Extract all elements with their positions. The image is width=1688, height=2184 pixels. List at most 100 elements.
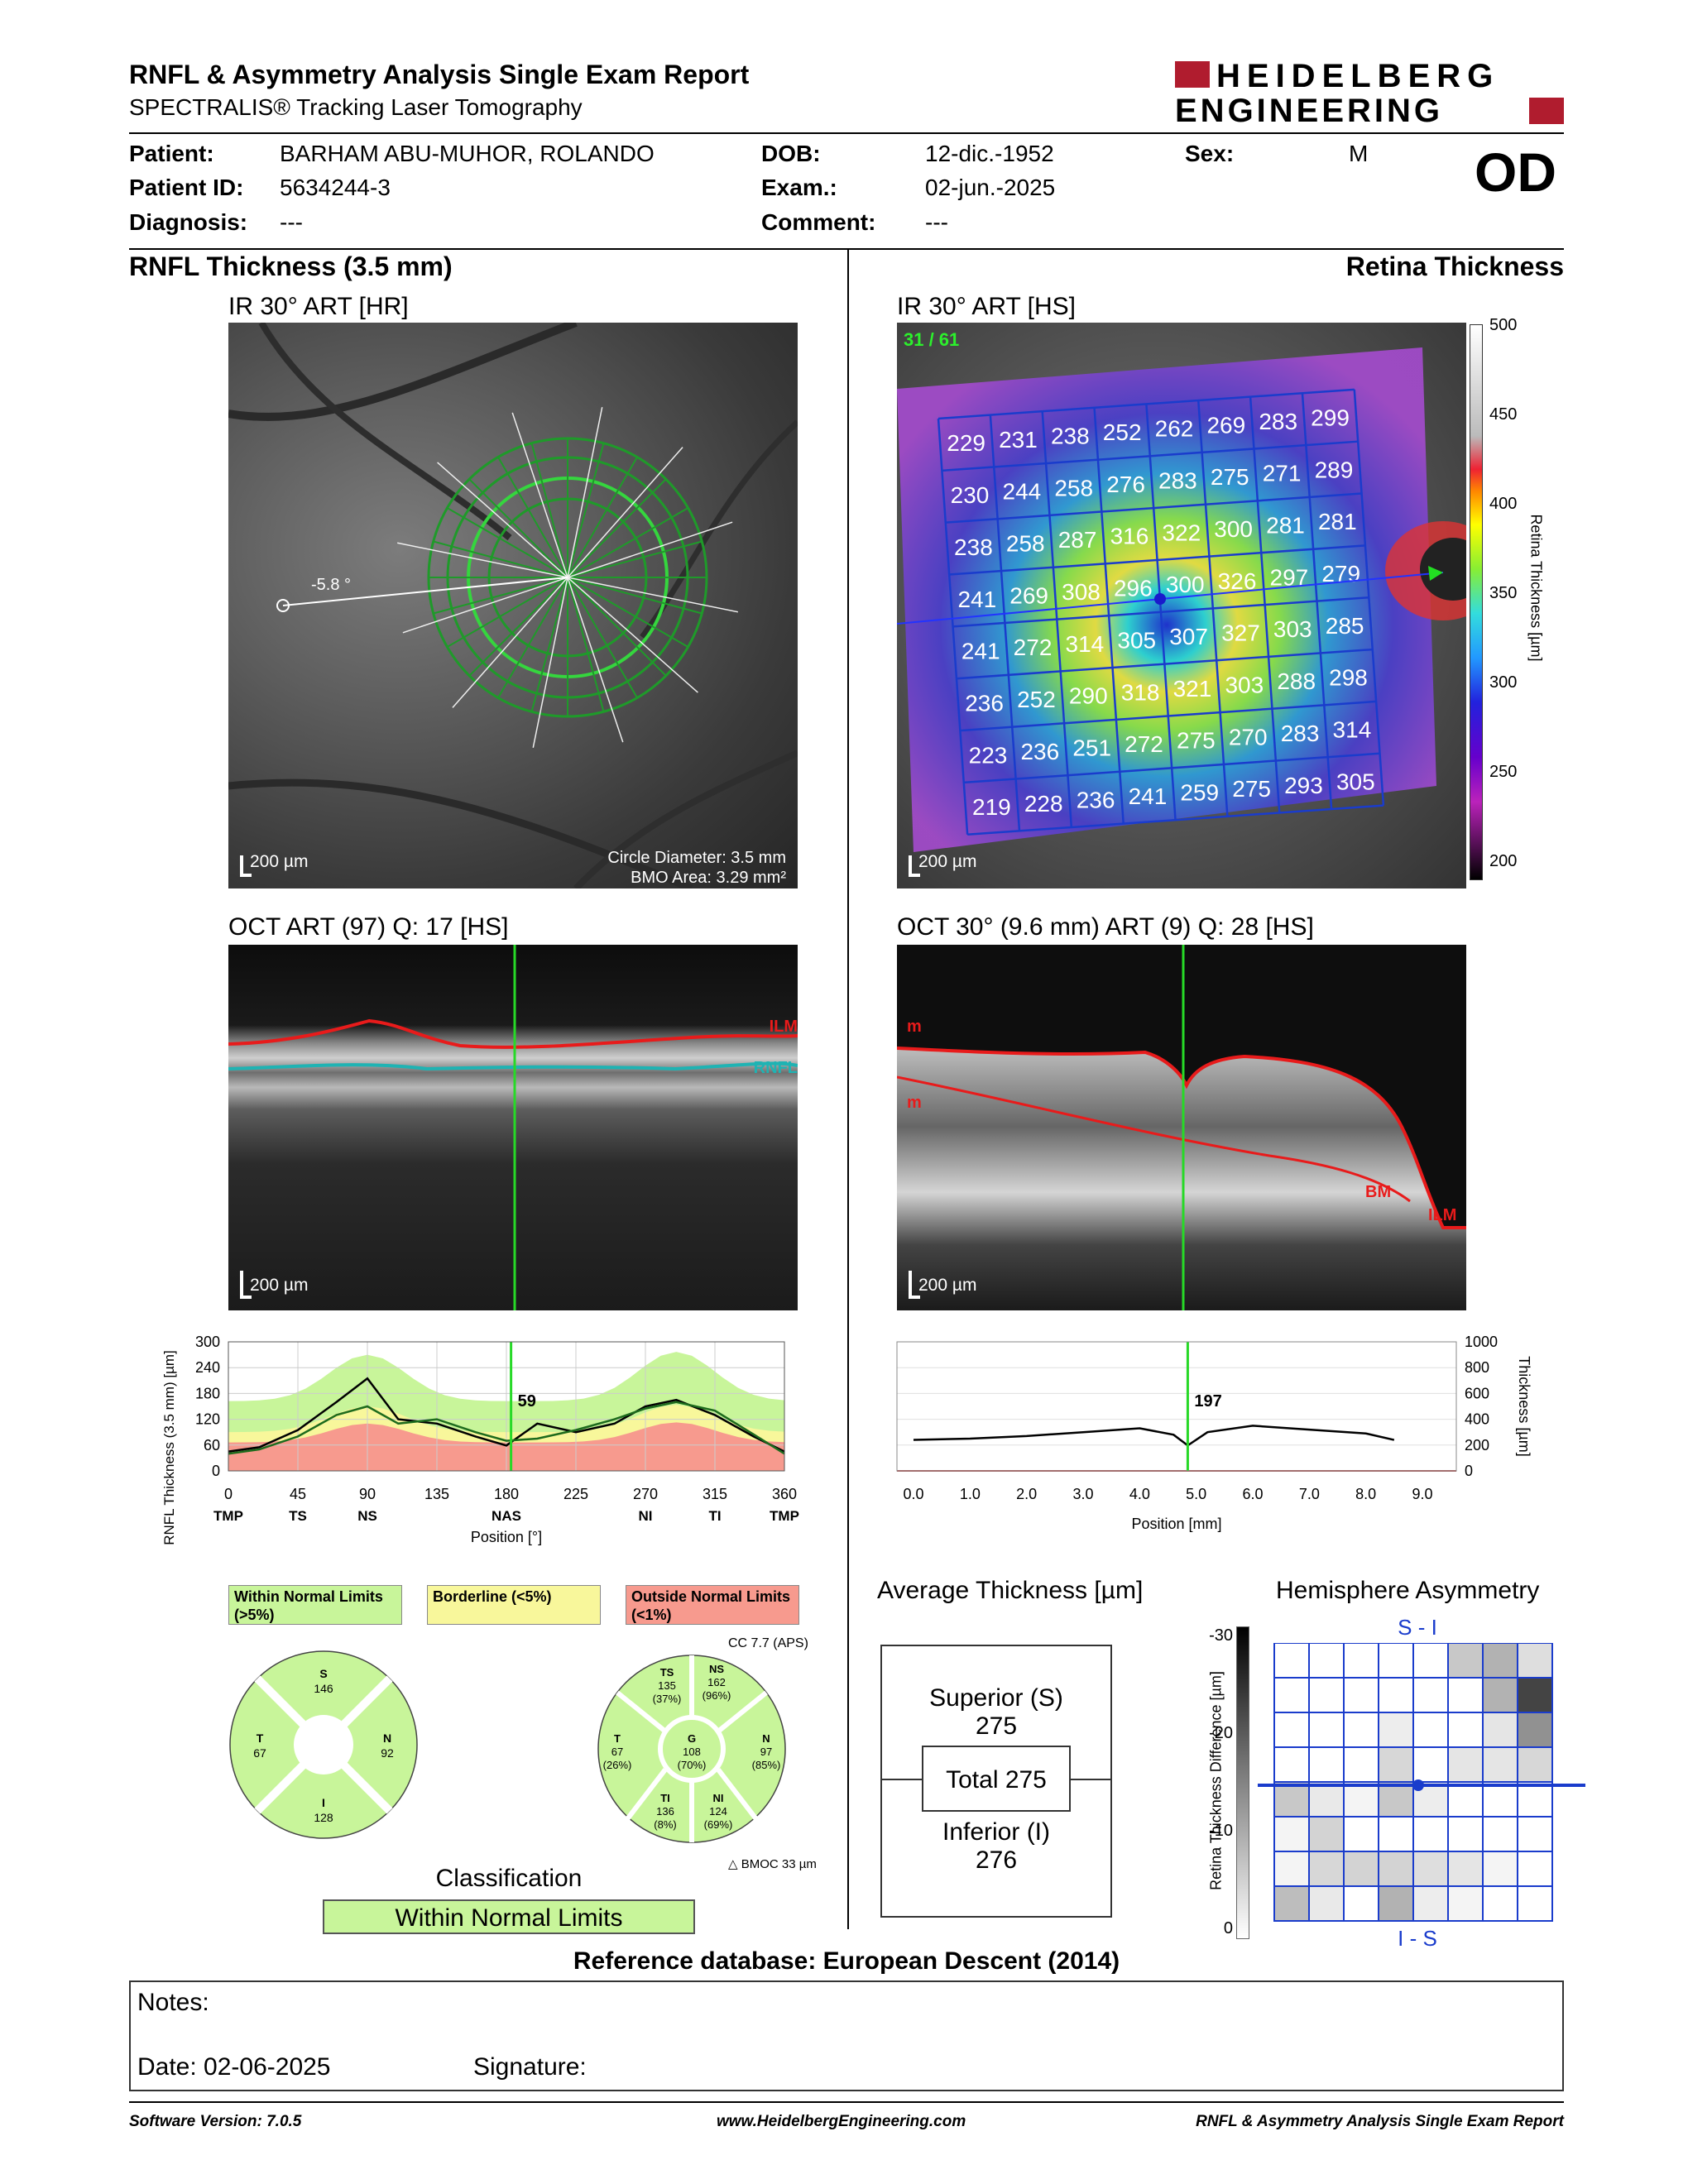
- reference-database: Reference database: European Descent (20…: [573, 1947, 1120, 1975]
- grid-value: 281: [1266, 513, 1305, 539]
- angle-label: -5.8 °: [311, 576, 352, 594]
- colorbar-tick: 400: [1489, 495, 1518, 513]
- logo-line2: ENGINEERING: [1175, 93, 1444, 129]
- grid-value: 229: [947, 430, 985, 456]
- s-i-label: S - I: [1398, 1615, 1437, 1640]
- pie6-ni-value: 124: [709, 1805, 727, 1818]
- asymmetry-cell: [1308, 1816, 1345, 1852]
- asymmetry-cell: [1308, 1677, 1345, 1713]
- oct-left-scale: 200 µm: [240, 1271, 323, 1299]
- sex-label: Sex:: [1185, 141, 1235, 166]
- grid-value: 289: [1315, 457, 1354, 482]
- date-label: Date: 02-06-2025: [137, 2053, 331, 2081]
- asymmetry-cell: [1412, 1851, 1449, 1887]
- x-tick-label: 0: [224, 1486, 233, 1502]
- ir-right-title: IR 30° ART [HS]: [897, 293, 1076, 320]
- asymmetry-cell: [1517, 1781, 1553, 1818]
- legend-outside: Outside Normal Limits (<1%): [626, 1585, 799, 1625]
- ilm-label-left: ILM: [769, 1018, 798, 1036]
- asymmetry-cell: [1447, 1781, 1484, 1818]
- rnfl-thickness-chart: 300 240 180 120 60 0 0 45 90 135 180 225 270 315 360 TM…: [157, 1332, 811, 1580]
- grid-col-line: [1249, 396, 1281, 813]
- radial-line: [567, 577, 605, 712]
- pie4-s-label: S: [319, 1667, 327, 1680]
- sector-label: TMP: [213, 1508, 243, 1524]
- oct-right-title: OCT 30° (9.6 mm) ART (9) Q: 28 [HS]: [897, 913, 1314, 941]
- grid-value: 241: [1129, 783, 1168, 809]
- radial-line: [567, 577, 667, 677]
- asymmetry-cell: [1343, 1816, 1379, 1852]
- grid-value: 305: [1336, 769, 1375, 794]
- asymmetry-cell: [1378, 1816, 1414, 1852]
- asymmetry-axis-label: Retina Thickness Difference [µm]: [1207, 1671, 1225, 1890]
- grid-value: 283: [1158, 467, 1197, 493]
- grid-value: 241: [957, 587, 996, 612]
- notes-box: Notes: Date: 02-06-2025 Signature:: [129, 1980, 1564, 2091]
- asymmetry-cell: [1412, 1712, 1449, 1748]
- asymmetry-cell: [1273, 1643, 1310, 1679]
- pie6-ns-label: NS: [709, 1663, 724, 1675]
- circle-diameter: Circle Diameter: 3.5 mm: [607, 849, 786, 867]
- x-axis-label: Position [°]: [471, 1529, 542, 1545]
- grid-value: 318: [1121, 679, 1160, 705]
- asymmetry-cell: [1273, 1851, 1310, 1887]
- grid-value: 269: [1206, 412, 1245, 438]
- y-axis-label: Thickness [µm]: [1516, 1356, 1532, 1456]
- rnfl-chart-svg: 300 240 180 120 60 00 45 90 135 180 225 270 315 360 TM…: [161, 1334, 799, 1545]
- grid-value: 296: [1114, 576, 1153, 601]
- report-subtitle: SPECTRALIS® Tracking Laser Tomography: [129, 94, 583, 120]
- colorbar-tick: 350: [1489, 584, 1518, 602]
- asymmetry-cell: [1412, 1643, 1449, 1679]
- grid-row-line: [938, 388, 1355, 420]
- pie6-ti-value: 136: [656, 1805, 674, 1818]
- total-line-right: [1071, 1779, 1112, 1780]
- pie6-n-value: 97: [760, 1746, 772, 1758]
- grid-value: 300: [1214, 516, 1253, 542]
- radial-line: [497, 577, 568, 698]
- grid-value: 238: [1051, 423, 1090, 448]
- x-tick-label: 225: [563, 1486, 588, 1502]
- grid-value: 270: [1229, 724, 1268, 750]
- cc-label: CC 7.7 (APS): [728, 1636, 808, 1650]
- x-tick-label: 270: [633, 1486, 658, 1502]
- oct-right-image: m m BM ILM 200 µm: [897, 945, 1466, 1310]
- grid-value: 238: [954, 534, 993, 560]
- grid-value: 236: [965, 690, 1004, 716]
- asymmetry-cell: [1308, 1712, 1345, 1748]
- pie6-n-pct: (85%): [752, 1759, 781, 1771]
- y-tick-label: 600: [1465, 1385, 1489, 1401]
- grid-value: 321: [1173, 676, 1212, 702]
- asymmetry-cell: [1447, 1885, 1484, 1922]
- grid-value: 223: [969, 742, 1008, 768]
- sector-label: NS: [357, 1508, 377, 1524]
- pie4-i-value: 128: [314, 1811, 333, 1824]
- colorbar-tick: 250: [1489, 763, 1518, 781]
- pie6-g-pct: (70%): [678, 1759, 707, 1771]
- website-link[interactable]: www.HeidelbergEngineering.com: [717, 2113, 966, 2130]
- asymmetry-cell: [1308, 1885, 1345, 1922]
- eye-indicator: OD: [1475, 141, 1556, 203]
- asymmetry-cell: [1482, 1781, 1518, 1818]
- asymmetry-cell: [1343, 1781, 1379, 1818]
- grid-value: 298: [1329, 665, 1368, 691]
- ilm-label-right: ILM: [1428, 1206, 1457, 1224]
- y-tick-label: 180: [195, 1385, 220, 1401]
- radial-line: [447, 507, 568, 578]
- asymmetry-cell: [1273, 1746, 1310, 1783]
- signature-label[interactable]: Signature:: [473, 2053, 587, 2081]
- logo-line1: HEIDELBERG: [1216, 58, 1500, 94]
- grid-col-line: [937, 418, 969, 835]
- superior-label: Superior (S): [929, 1684, 1063, 1712]
- y-tick-label: 0: [1465, 1463, 1473, 1479]
- pie6-g-label: G: [688, 1732, 696, 1745]
- asymmetry-cell: [1308, 1746, 1345, 1783]
- grid-row-line: [963, 752, 1380, 784]
- asymmetry-cell: [1447, 1712, 1484, 1748]
- scale-text: 200 µm: [918, 1276, 977, 1295]
- grid-value: 314: [1333, 717, 1372, 743]
- pie6-t-label: T: [614, 1732, 621, 1745]
- asymmetry-cell: [1378, 1781, 1414, 1818]
- grid-value: 269: [1009, 582, 1048, 608]
- asymmetry-cell: [1482, 1746, 1518, 1783]
- asymmetry-cell: [1517, 1643, 1553, 1679]
